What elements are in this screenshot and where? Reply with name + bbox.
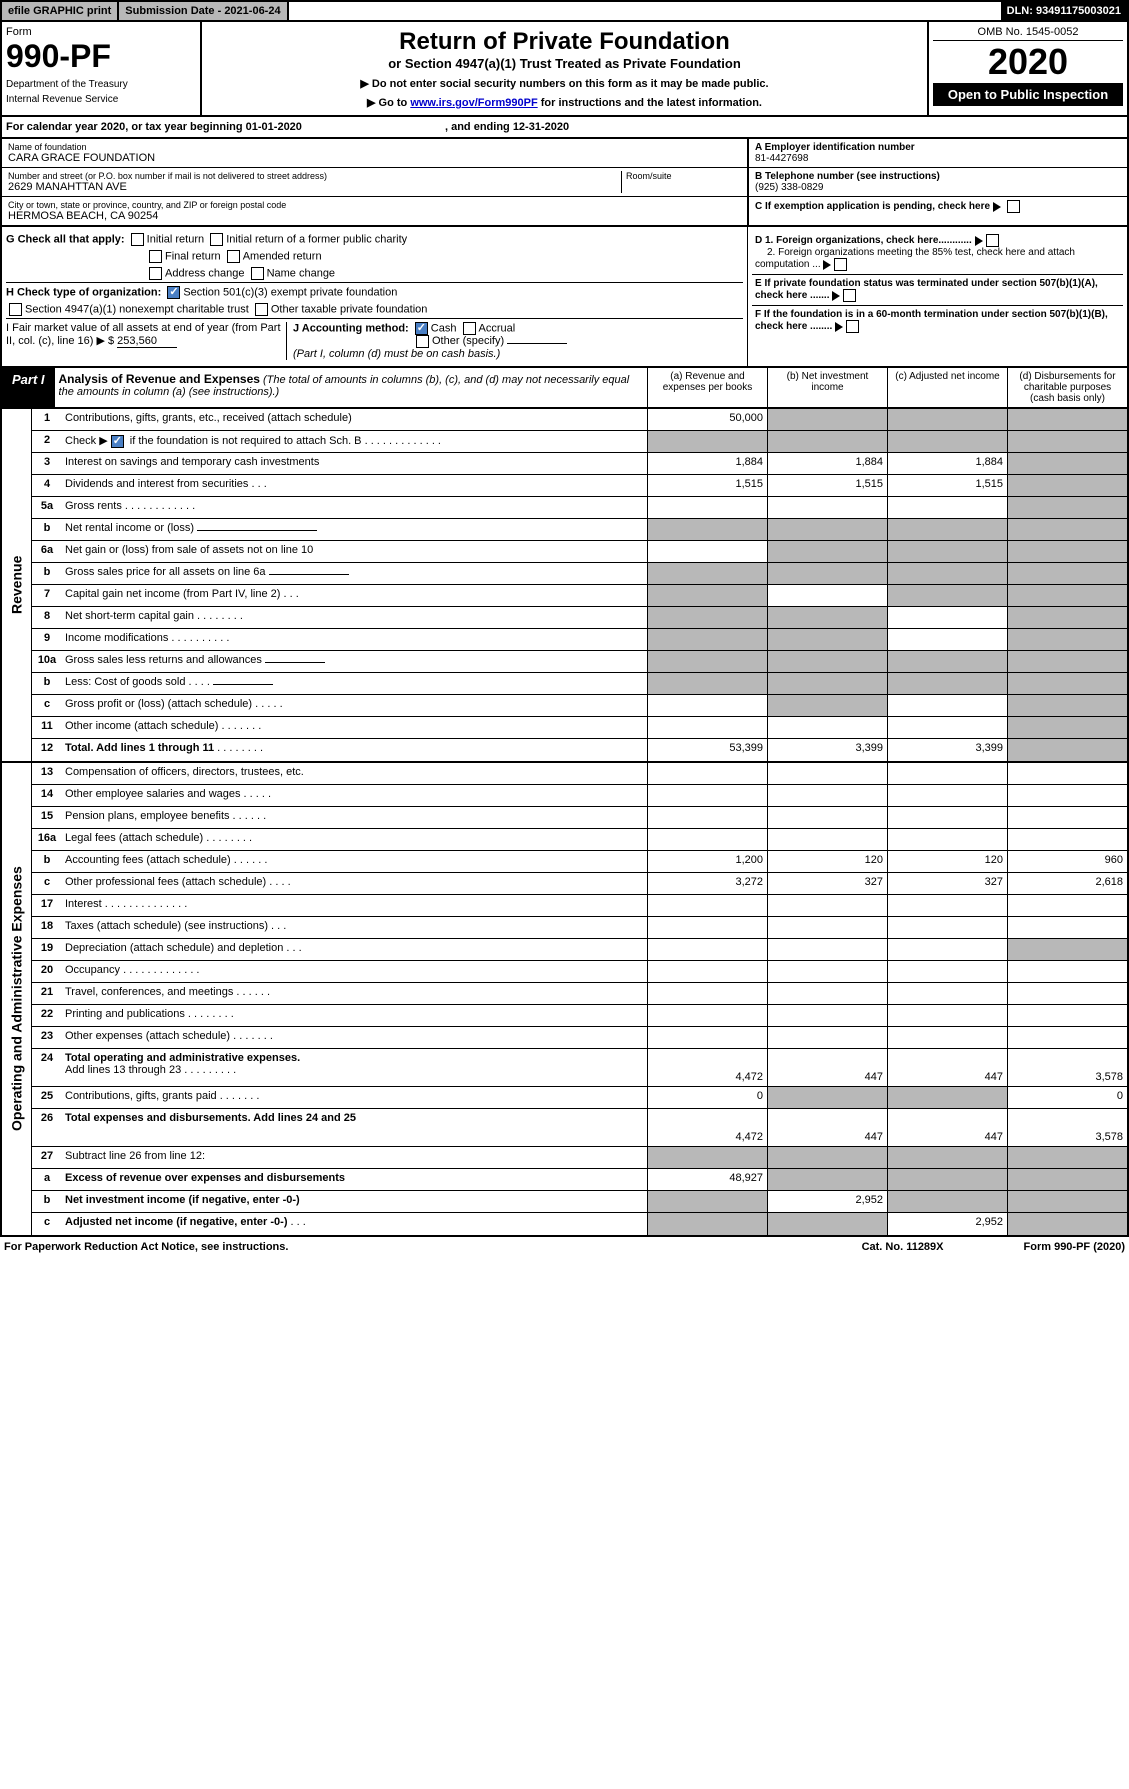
footer: For Paperwork Reduction Act Notice, see … <box>0 1237 1129 1257</box>
g-lbl: G Check all that apply: <box>6 233 125 245</box>
ftr-c: Form 990-PF (2020) <box>1024 1241 1125 1253</box>
top-bar: efile GRAPHIC print Submission Date - 20… <box>0 0 1129 22</box>
dln: DLN: 93491175003021 <box>1001 2 1127 20</box>
revenue-table: Revenue 1Contributions, gifts, grants, e… <box>0 409 1129 763</box>
ein-lbl: A Employer identification number <box>755 142 915 153</box>
cb-addr-change[interactable] <box>149 267 162 280</box>
name-lbl: Name of foundation <box>8 142 741 152</box>
part-txt: Analysis of Revenue and Expenses (The to… <box>55 368 647 407</box>
note2: ▶ Go to www.irs.gov/Form990PF for instru… <box>208 96 921 109</box>
j-lbl: J Accounting method: <box>293 322 409 334</box>
col-b-hdr: (b) Net investment income <box>767 368 887 407</box>
cb-final[interactable] <box>149 250 162 263</box>
cb-f[interactable] <box>846 320 859 333</box>
form-label: Form <box>6 26 196 38</box>
tel: (925) 338-0829 <box>755 182 823 193</box>
check-left: G Check all that apply: Initial return I… <box>2 227 747 366</box>
dept: Department of the Treasury <box>6 79 196 90</box>
col-c-hdr: (c) Adjusted net income <box>887 368 1007 407</box>
addr-lbl: Number and street (or P.O. box number if… <box>8 171 621 181</box>
cb-4947[interactable] <box>9 303 22 316</box>
side-expenses: Operating and Administrative Expenses <box>2 763 32 1235</box>
arrow-icon <box>832 291 840 301</box>
i-val: 253,560 <box>117 335 177 348</box>
cb-other-method[interactable] <box>416 335 429 348</box>
cb-d1[interactable] <box>986 234 999 247</box>
ftr-a: For Paperwork Reduction Act Notice, see … <box>4 1241 288 1253</box>
part1-header: Part I Analysis of Revenue and Expenses … <box>0 368 1129 409</box>
arrow-icon <box>993 202 1001 212</box>
info-block: Name of foundationCARA GRACE FOUNDATION … <box>0 139 1129 227</box>
header-mid: Return of Private Foundation or Section … <box>202 22 927 115</box>
cb-name-change[interactable] <box>251 267 264 280</box>
cb-amended[interactable] <box>227 250 240 263</box>
arrow-icon <box>823 260 831 270</box>
city: HERMOSA BEACH, CA 90254 <box>8 210 741 222</box>
header-right: OMB No. 1545-0052 2020 Open to Public In… <box>927 22 1127 115</box>
cb-initial-former[interactable] <box>210 233 223 246</box>
cb-initial[interactable] <box>131 233 144 246</box>
room-lbl: Room/suite <box>626 171 741 181</box>
cb-e[interactable] <box>843 289 856 302</box>
form-number: 990-PF <box>6 38 196 75</box>
open-public: Open to Public Inspection <box>933 83 1123 106</box>
info-left: Name of foundationCARA GRACE FOUNDATION … <box>2 139 747 225</box>
c-lbl: C If exemption application is pending, c… <box>755 201 990 212</box>
header-left: Form 990-PF Department of the Treasury I… <box>2 22 202 115</box>
col-a-hdr: (a) Revenue and expenses per books <box>647 368 767 407</box>
subtitle: or Section 4947(a)(1) Trust Treated as P… <box>208 56 921 71</box>
side-revenue: Revenue <box>2 409 32 761</box>
f: F If the foundation is in a 60-month ter… <box>755 309 1108 332</box>
cb-d2[interactable] <box>834 258 847 271</box>
e: E If private foundation status was termi… <box>755 278 1098 301</box>
d2: 2. Foreign organizations meeting the 85%… <box>755 247 1075 270</box>
cb-cash[interactable] <box>415 322 428 335</box>
arrow-icon <box>975 236 983 246</box>
omb: OMB No. 1545-0052 <box>933 26 1123 41</box>
cb-sch-b[interactable] <box>111 435 124 448</box>
address: 2629 MANAHTTAN AVE <box>8 181 621 193</box>
city-lbl: City or town, state or province, country… <box>8 200 741 210</box>
check-right: D 1. Foreign organizations, check here..… <box>747 227 1127 366</box>
part-tag: Part I <box>2 368 55 407</box>
irs: Internal Revenue Service <box>6 94 196 105</box>
d1: D 1. Foreign organizations, check here..… <box>755 235 972 246</box>
year: 2020 <box>933 41 1123 83</box>
expense-rows: 13Compensation of officers, directors, t… <box>32 763 1127 1235</box>
title: Return of Private Foundation <box>208 28 921 56</box>
note1: ▶ Do not enter social security numbers o… <box>208 77 921 90</box>
h-lbl: H Check type of organization: <box>6 286 161 298</box>
irs-link[interactable]: www.irs.gov/Form990PF <box>410 97 537 109</box>
arrow-icon <box>835 322 843 332</box>
calendar-year: For calendar year 2020, or tax year begi… <box>0 117 1129 139</box>
info-right: A Employer identification number81-44276… <box>747 139 1127 225</box>
ein: 81-4427698 <box>755 153 808 164</box>
foundation-name: CARA GRACE FOUNDATION <box>8 152 741 164</box>
col-d-hdr: (d) Disbursements for charitable purpose… <box>1007 368 1127 407</box>
check-area: G Check all that apply: Initial return I… <box>0 227 1129 368</box>
cb-501c3[interactable] <box>167 286 180 299</box>
ftr-b: Cat. No. 11289X <box>862 1241 944 1253</box>
checkbox-c[interactable] <box>1007 200 1020 213</box>
tel-lbl: B Telephone number (see instructions) <box>755 171 940 182</box>
efile-label[interactable]: efile GRAPHIC print <box>2 2 119 20</box>
expenses-table: Operating and Administrative Expenses 13… <box>0 763 1129 1237</box>
j-note: (Part I, column (d) must be on cash basi… <box>293 348 500 360</box>
cb-accrual[interactable] <box>463 322 476 335</box>
cb-other-tax[interactable] <box>255 303 268 316</box>
submission-date: Submission Date - 2021-06-24 <box>119 2 288 20</box>
revenue-rows: 1Contributions, gifts, grants, etc., rec… <box>32 409 1127 761</box>
header: Form 990-PF Department of the Treasury I… <box>0 22 1129 117</box>
